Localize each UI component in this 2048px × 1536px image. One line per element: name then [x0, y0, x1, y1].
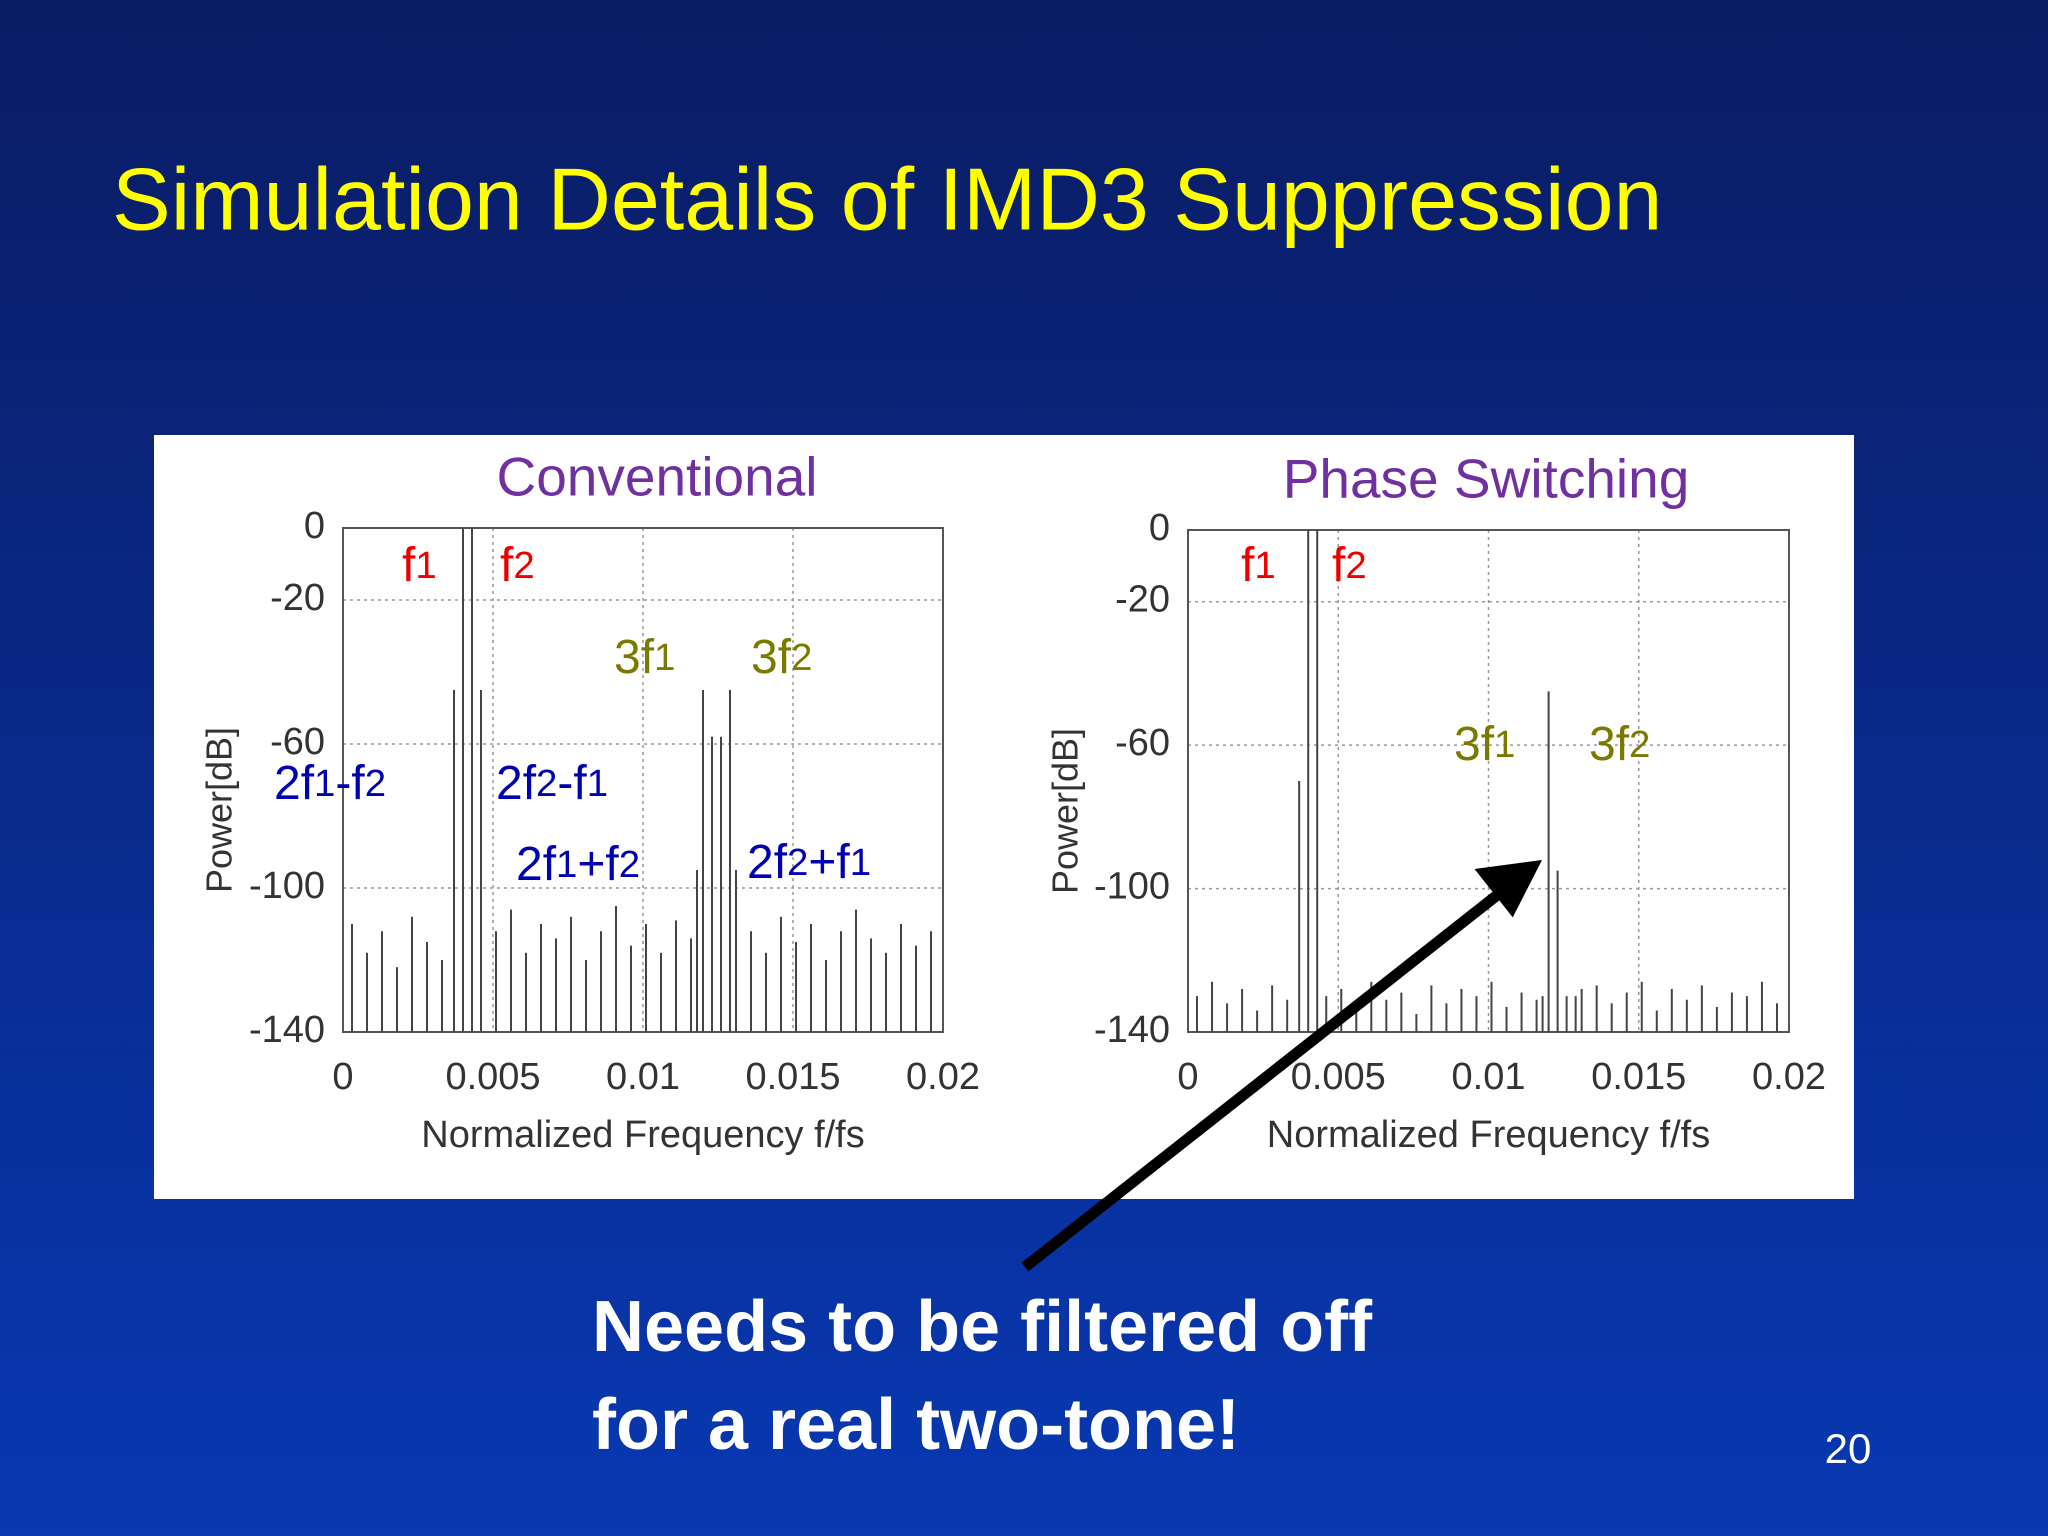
x-tick-label: 0.005 [445, 1056, 540, 1098]
annotation: f2 [1332, 539, 1367, 592]
x-axis-label: Normalized Frequency f/fs [1267, 1114, 1711, 1156]
y-tick-label: -140 [249, 1009, 325, 1051]
annotation: 2f2-f1 [496, 757, 608, 810]
annotation: f1 [1241, 539, 1276, 592]
figure-panel [154, 435, 1854, 1199]
y-tick-label: -140 [1094, 1009, 1170, 1051]
annotation: f1 [402, 539, 437, 592]
y-tick-label: -60 [1115, 722, 1170, 764]
y-tick-label: -60 [270, 721, 325, 763]
x-tick-label: 0.015 [1591, 1056, 1686, 1098]
y-tick-label: 0 [1149, 507, 1170, 549]
y-tick-label: -100 [1094, 866, 1170, 908]
page-number: 20 [1825, 1425, 1872, 1472]
arrow-shaft [1021, 880, 1514, 1272]
x-tick-label: 0.005 [1291, 1056, 1386, 1098]
x-tick-label: 0 [1177, 1056, 1198, 1098]
y-tick-label: -20 [270, 577, 325, 619]
note-line: Needs to be filtered off [592, 1287, 1373, 1367]
annotation: 3f1 [614, 631, 675, 684]
annotation: 2f1-f2 [274, 757, 386, 810]
slide-title: Simulation Details of IMD3 Suppression [112, 149, 1662, 248]
y-tick-label: 0 [304, 505, 325, 547]
y-tick-label: -100 [249, 865, 325, 907]
y-tick-label: -20 [1115, 579, 1170, 621]
x-tick-label: 0.01 [1452, 1056, 1526, 1098]
annotation: 2f2+f1 [747, 836, 871, 889]
chart-title: Conventional [496, 446, 817, 508]
x-tick-label: 0.02 [1752, 1056, 1826, 1098]
y-axis-label: Power[dB] [199, 727, 240, 893]
annotation: 3f1 [1454, 718, 1515, 771]
x-tick-label: 0.02 [906, 1056, 980, 1098]
chart-title: Phase Switching [1283, 448, 1690, 510]
y-axis-label: Power[dB] [1045, 728, 1086, 894]
annotation: 2f1+f2 [516, 838, 640, 891]
note-line: for a real two-tone! [592, 1385, 1240, 1465]
x-axis-label: Normalized Frequency f/fs [421, 1114, 865, 1156]
plot-frame [342, 527, 944, 1033]
annotation: 3f2 [751, 631, 812, 684]
x-tick-label: 0.01 [606, 1056, 680, 1098]
annotation: 3f2 [1589, 718, 1650, 771]
plot-frame [1187, 529, 1790, 1033]
x-tick-label: 0 [332, 1056, 353, 1098]
x-tick-label: 0.015 [745, 1056, 840, 1098]
annotation: f2 [500, 539, 535, 592]
arrow-head [1474, 860, 1543, 918]
